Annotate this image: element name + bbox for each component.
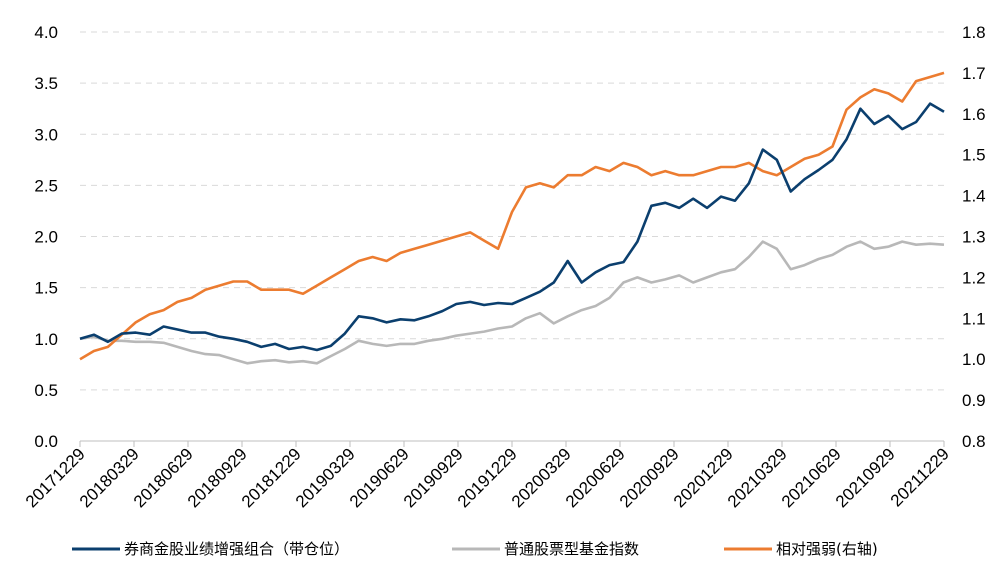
left-y-tick-label: 0.5: [34, 381, 58, 400]
x-tick-label: 20210929: [832, 444, 899, 511]
right-y-tick-label: 1.1: [962, 309, 986, 328]
right-y-tick-label: 1.0: [962, 350, 986, 369]
right-y-tick-label: 1.4: [962, 187, 986, 206]
right-y-tick-label: 1.8: [962, 23, 986, 42]
legend-label: 券商金股业绩增强组合（带仓位）: [124, 540, 349, 558]
series-line-2: [79, 71, 945, 361]
series-lines: [79, 71, 945, 365]
right-y-tick-label: 1.7: [962, 64, 986, 83]
left-y-tick-label: 2.5: [34, 176, 58, 195]
right-y-tick-label: 0.9: [962, 391, 986, 410]
left-y-tick-label: 0.0: [34, 432, 58, 451]
legend: 券商金股业绩增强组合（带仓位） 普通股票型基金指数 相对强弱(右轴): [72, 540, 878, 558]
left-y-tick-label: 2.0: [34, 228, 58, 247]
gridlines: [80, 31, 944, 391]
left-y-tick-label: 3.0: [34, 125, 58, 144]
left-y-tick-label: 1.0: [34, 330, 58, 349]
x-tick-label: 20211229: [887, 444, 953, 510]
right-y-tick-label: 1.6: [962, 105, 986, 124]
legend-label: 普通股票型基金指数: [504, 540, 639, 558]
series-line-1: [79, 240, 945, 365]
left-y-tick-label: 3.5: [34, 74, 58, 93]
legend-label: 相对强弱(右轴): [776, 540, 878, 558]
left-y-tick-label: 1.5: [34, 279, 58, 298]
right-y-tick-label: 1.3: [962, 228, 986, 247]
series-line-0: [79, 102, 945, 352]
left-y-axis: 0.0 0.5 1.0 1.5 2.0 2.5 3.0 3.5 4.0: [34, 23, 58, 451]
x-axis: 2017122920180329201806292018092920181229…: [22, 440, 953, 511]
left-y-tick-label: 4.0: [34, 23, 58, 42]
right-y-tick-label: 1.2: [962, 268, 986, 287]
right-y-tick-label: 0.8: [962, 432, 986, 451]
right-y-axis: 0.8 0.9 1.0 1.1 1.2 1.3 1.4 1.5 1.6 1.7 1.8: [962, 23, 986, 451]
right-y-tick-label: 1.5: [962, 146, 986, 165]
